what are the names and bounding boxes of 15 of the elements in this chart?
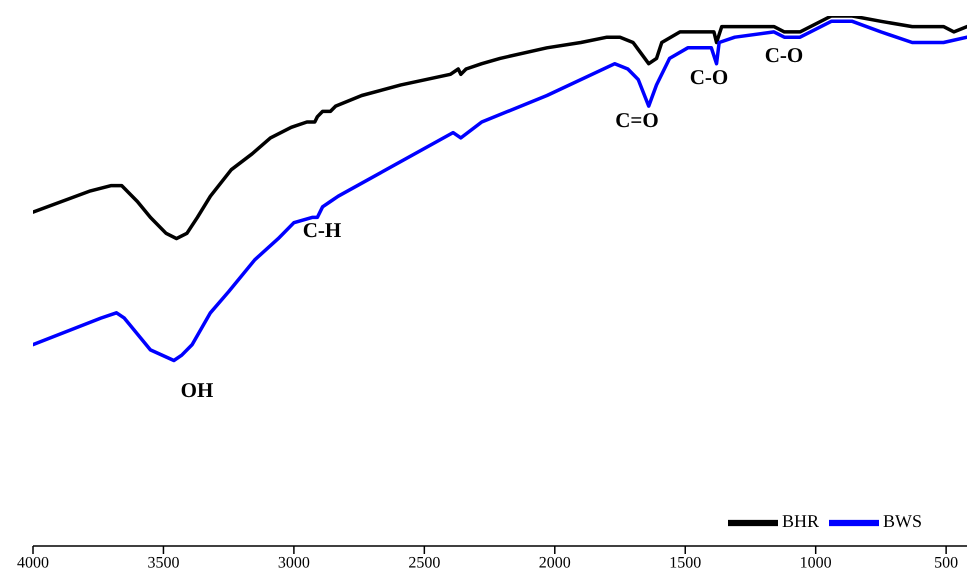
x-tick-label: 2500 <box>408 554 440 569</box>
legend-label: BWS <box>882 511 922 532</box>
x-tick-label: 500 <box>934 554 958 569</box>
x-tick-label: 4000 <box>17 554 49 569</box>
annotation: C-H <box>302 218 342 242</box>
x-tick-label: 1000 <box>800 554 832 569</box>
annotation: C-O <box>688 65 730 89</box>
x-tick-label: 1500 <box>669 554 702 569</box>
x-tick-label: 3000 <box>278 554 310 569</box>
legend-label: BHR <box>782 511 819 532</box>
annotation: C=O <box>614 108 660 132</box>
annotation: OH <box>180 378 214 402</box>
x-tick-label: 2000 <box>538 554 571 569</box>
x-tick-label: 3500 <box>147 554 180 569</box>
annotation: C-O <box>764 43 804 67</box>
